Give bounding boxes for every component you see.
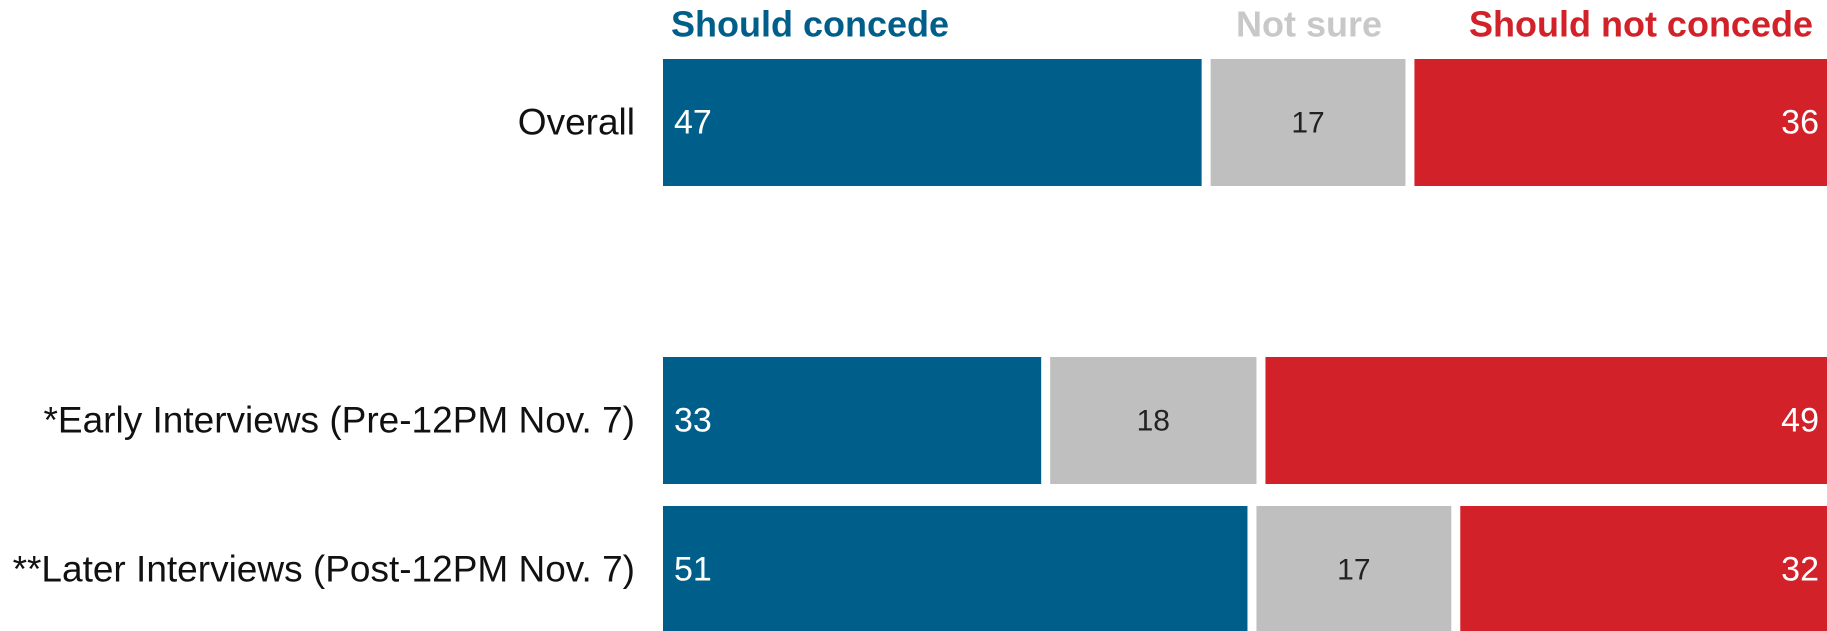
legend-item-should-concede: Should concede — [671, 4, 949, 45]
legend: Should concede Not sure Should not concede — [671, 4, 1813, 45]
value-label-not-sure-overall: 17 — [1291, 106, 1324, 139]
bar-should-concede-early-interviews-pre-12pm-nov-7 — [663, 357, 1042, 484]
bar-should-concede-overall — [663, 59, 1202, 186]
value-label-should-concede-later-interviews-post-12pm-nov-7: 51 — [674, 550, 712, 588]
bar-should-not-concede-early-interviews-pre-12pm-nov-7 — [1265, 357, 1827, 484]
value-label-should-not-concede-early-interviews-pre-12pm-nov-7: 49 — [1781, 401, 1819, 439]
bar-not-sure-later-interviews-post-12pm-nov-7 — [1256, 506, 1452, 631]
value-label-not-sure-early-interviews-pre-12pm-nov-7: 18 — [1137, 404, 1170, 437]
legend-item-not-sure: Not sure — [1236, 4, 1382, 45]
row-label-later-interviews-post-12pm-nov-7: **Later Interviews (Post-12PM Nov. 7) — [13, 548, 635, 589]
legend-item-should-not-concede: Should not concede — [1469, 4, 1813, 45]
row-labels: Overall *Early Interviews (Pre-12PM Nov. … — [13, 101, 635, 589]
bar-should-not-concede-overall — [1414, 59, 1827, 186]
bar-should-not-concede-later-interviews-post-12pm-nov-7 — [1460, 506, 1827, 631]
bar-should-concede-later-interviews-post-12pm-nov-7 — [663, 506, 1248, 631]
value-label-should-not-concede-overall: 36 — [1781, 103, 1819, 141]
bar-not-sure-early-interviews-pre-12pm-nov-7 — [1050, 357, 1257, 484]
bars: 47 17 36 33 18 49 51 17 32 — [663, 59, 1827, 631]
bar-not-sure-overall — [1210, 59, 1406, 186]
value-label-not-sure-later-interviews-post-12pm-nov-7: 17 — [1337, 553, 1370, 586]
row-label-early-interviews-pre-12pm-nov-7: *Early Interviews (Pre-12PM Nov. 7) — [44, 399, 635, 440]
value-label-should-not-concede-later-interviews-post-12pm-nov-7: 32 — [1781, 550, 1819, 588]
value-label-should-concede-overall: 47 — [674, 103, 712, 141]
value-label-should-concede-early-interviews-pre-12pm-nov-7: 33 — [674, 401, 712, 439]
row-label-overall: Overall — [518, 101, 635, 142]
